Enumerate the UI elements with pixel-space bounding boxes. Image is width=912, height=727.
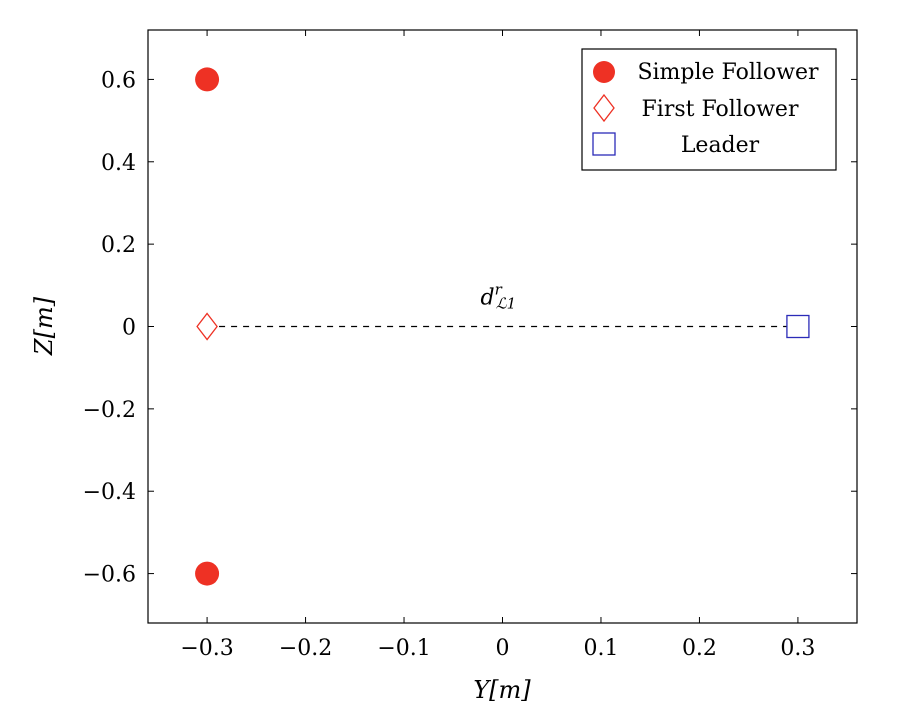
y-axis-label: Z[m] [30,296,58,356]
marker-leader [786,314,810,339]
x-tick-label: −0.1 [377,636,430,661]
y-tick-label: 0 [122,316,136,341]
x-tick-label: 0.1 [583,636,618,661]
legend-box [581,48,837,171]
y-axis-ticks [148,78,857,575]
x-axis-tick-labels: −0.3 −0.2 −0.1 0 0.1 0.2 0.3 [180,636,815,661]
legend-label-first-follower: First Follower [642,97,799,122]
legend-marker-first-follower [593,93,615,123]
legend: Simple Follower First Follower Leader [581,48,837,171]
y-tick-label: 0.2 [101,233,136,258]
y-tick-label: 0.4 [101,151,136,176]
annotation-subscript: ℒ1 [496,295,516,313]
legend-marker-leader [592,132,616,156]
x-tick-label: −0.3 [180,636,233,661]
y-tick-label: −0.4 [83,480,136,505]
annotation-symbol: d [481,286,495,311]
marker-simple-follower [195,561,220,586]
annotation-superscript: r [495,281,503,299]
marker-simple-follower [195,67,220,92]
y-tick-label: 0.6 [101,68,136,93]
x-axis-ticks [206,30,799,623]
y-axis-tick-labels: −0.6 −0.4 −0.2 0 0.2 0.4 0.6 [83,68,136,587]
distance-annotation: dr ℒ1 [481,281,517,313]
x-tick-label: 0.3 [780,636,815,661]
x-tick-label: −0.2 [279,636,332,661]
y-tick-label: −0.2 [83,398,136,423]
x-axis-label: Y[m] [473,676,531,704]
y-tick-label: −0.6 [83,563,136,588]
data-markers [195,67,810,586]
legend-label-simple-follower: Simple Follower [637,60,819,85]
x-tick-label: 0 [496,636,510,661]
marker-first-follower [196,312,218,341]
legend-label-leader: Leader [681,133,760,158]
x-tick-label: 0.2 [682,636,717,661]
legend-marker-simple-follower [593,61,615,83]
